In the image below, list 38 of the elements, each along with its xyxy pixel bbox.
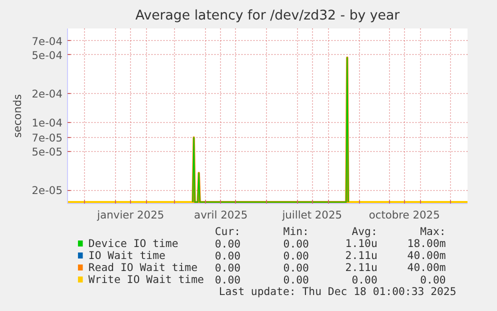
x-tick-label: juillet 2025 (281, 208, 342, 222)
text: Avg: (352, 225, 378, 238)
legend-label: Read IO Wait time (88, 261, 198, 274)
text: 0.00 (214, 238, 241, 250)
legend-label: Write IO Wait time (88, 273, 204, 286)
x-tick-label: avril 2025 (194, 208, 248, 222)
y-tick-label: 5e-04 (32, 48, 63, 62)
text: 0.00 (283, 262, 309, 274)
y-tick-label: 2e-04 (32, 87, 63, 100)
text: 0.00 (283, 274, 309, 286)
text: 0.00 (283, 238, 309, 250)
text: 18.00m (407, 237, 446, 250)
x-tick-label: janvier 2025 (96, 208, 164, 222)
text: Max: (420, 225, 446, 238)
y-tick-label: 1e-04 (32, 116, 63, 130)
y-tick-label: 2e-05 (32, 184, 63, 198)
text: 0.00 (283, 250, 309, 262)
chart-title: Average latency for /dev/zd32 - by year (135, 8, 400, 24)
y-tick-label: 7e-05 (32, 131, 63, 144)
text: 0.00 (352, 274, 378, 286)
text: 2.11u (345, 261, 378, 274)
text: 0.00 (214, 274, 241, 286)
text: Min: (283, 225, 309, 238)
y-tick-label: 7e-04 (32, 34, 63, 48)
y-tick-label: 5e-05 (32, 146, 63, 159)
text: 2.11u (345, 249, 378, 262)
legend-label: IO Wait time (88, 249, 166, 262)
text: 0.00 (214, 262, 241, 274)
text: Last update: Thu Dec 18 01:00:33 2025 (218, 285, 456, 298)
text: 0.00 (420, 274, 446, 286)
text: Cur: (214, 225, 241, 238)
x-tick-label: octobre 2025 (368, 208, 440, 222)
legend-label: Device IO time (88, 237, 178, 250)
text: 0.00 (214, 250, 241, 262)
text: 40.00m (407, 249, 446, 262)
y-axis-title: seconds (10, 94, 24, 138)
text: 40.00m (407, 261, 446, 274)
text: 1.10u (345, 237, 378, 250)
